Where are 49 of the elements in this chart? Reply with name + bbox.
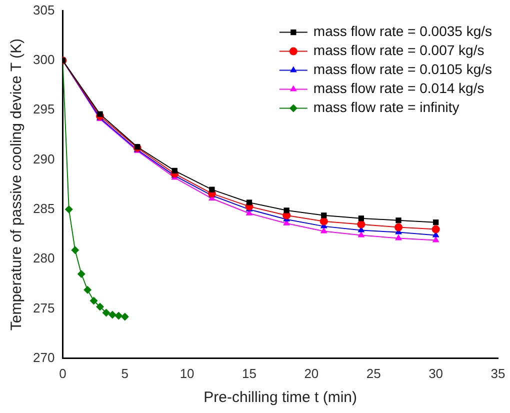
y-tick-label: 295 bbox=[32, 102, 55, 117]
x-tick-label: 30 bbox=[428, 366, 444, 381]
point bbox=[102, 308, 110, 317]
point bbox=[394, 223, 402, 232]
y-tick-label: 300 bbox=[32, 52, 55, 68]
point bbox=[209, 186, 215, 192]
point bbox=[432, 220, 439, 226]
point bbox=[90, 296, 98, 305]
point bbox=[172, 168, 178, 174]
y-tick-label: 280 bbox=[32, 250, 55, 266]
legend-label: mass flow rate = 0.0035 kg/s bbox=[313, 23, 492, 40]
point bbox=[320, 217, 328, 226]
point bbox=[120, 312, 129, 321]
point bbox=[77, 270, 86, 278]
y-tick-label: 305 bbox=[32, 2, 55, 18]
point bbox=[396, 218, 402, 224]
y-axis-title: Temperature of passive cooling device T (K) bbox=[8, 38, 26, 331]
x-tick-label: 10 bbox=[180, 366, 194, 381]
point bbox=[432, 225, 440, 234]
y-tick-label: 285 bbox=[32, 201, 55, 216]
x-tick-label: 15 bbox=[242, 366, 256, 381]
y-tick-label: 270 bbox=[32, 350, 55, 365]
y-tick-label: 290 bbox=[32, 151, 55, 166]
point bbox=[358, 216, 364, 222]
legend-label: mass flow rate = 0.0105 kg/s bbox=[313, 61, 492, 78]
point bbox=[114, 312, 123, 320]
point bbox=[320, 227, 328, 234]
x-tick-label: 5 bbox=[121, 366, 128, 381]
legend-label: mass flow rate = 0.007 kg/s bbox=[313, 42, 484, 58]
point bbox=[321, 212, 327, 218]
x-tick-label: 20 bbox=[304, 366, 319, 381]
point bbox=[71, 246, 80, 254]
point bbox=[395, 234, 402, 240]
point bbox=[358, 231, 365, 238]
point bbox=[284, 208, 290, 214]
y-tick-label: 275 bbox=[32, 300, 55, 316]
point bbox=[357, 220, 366, 228]
legend-label: mass flow rate = 0.014 kg/s bbox=[313, 80, 484, 96]
x-tick-label: 0 bbox=[59, 366, 66, 381]
x-tick-label: 35 bbox=[490, 366, 506, 381]
point bbox=[246, 200, 252, 206]
x-tick-label: 25 bbox=[366, 366, 381, 381]
point bbox=[108, 310, 116, 319]
legend-label: mass flow rate = infinity bbox=[313, 99, 460, 116]
point bbox=[84, 286, 92, 294]
point bbox=[96, 302, 104, 311]
x-axis-title: Pre-chilling time t (min) bbox=[204, 389, 358, 406]
point bbox=[97, 111, 103, 117]
point bbox=[64, 205, 73, 214]
